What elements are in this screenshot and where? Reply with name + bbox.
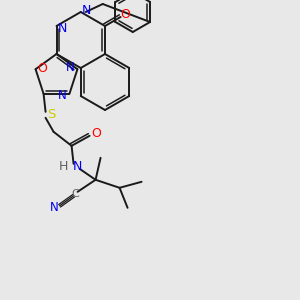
Text: O: O	[38, 62, 47, 75]
Text: S: S	[47, 108, 56, 121]
Text: O: O	[92, 127, 101, 140]
Text: N: N	[58, 89, 67, 102]
Text: H: H	[59, 160, 68, 173]
Text: C: C	[72, 189, 80, 199]
Text: N: N	[66, 61, 75, 74]
Text: N: N	[73, 160, 82, 173]
Text: N: N	[58, 22, 67, 34]
Text: O: O	[120, 8, 130, 21]
Text: N: N	[50, 201, 59, 214]
Text: N: N	[82, 4, 92, 16]
